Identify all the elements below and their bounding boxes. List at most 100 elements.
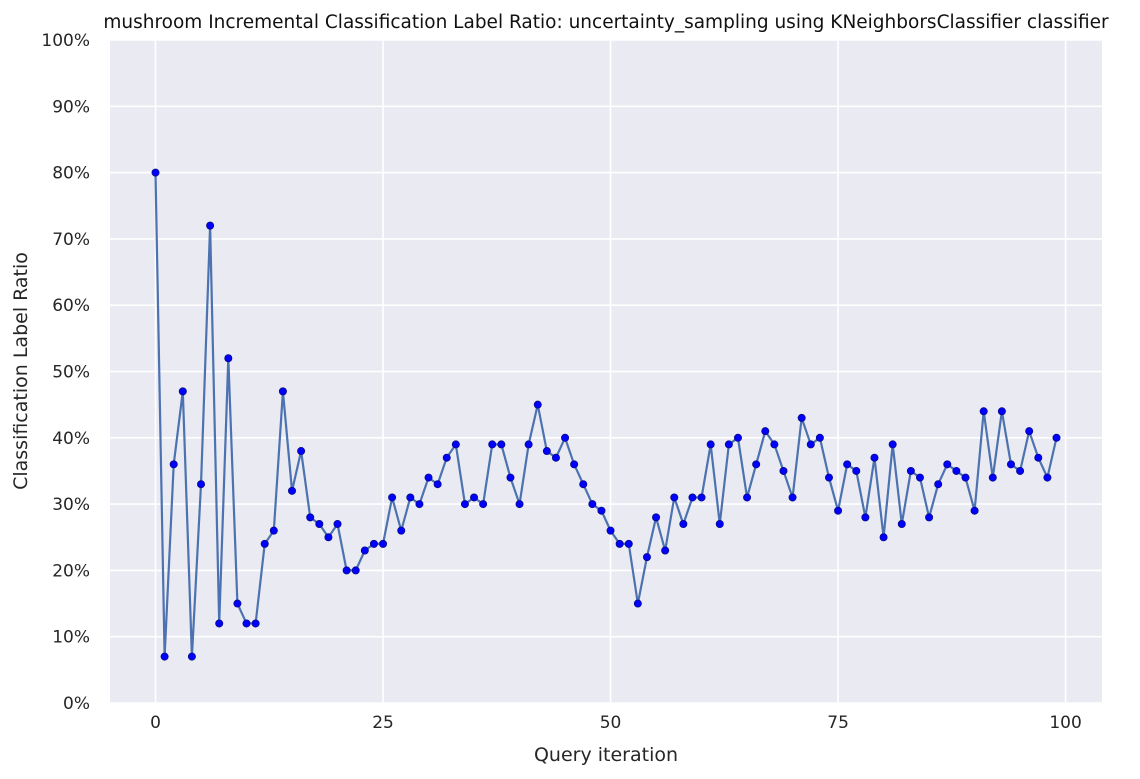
data-point: [460, 500, 469, 509]
data-point: [369, 539, 378, 548]
data-point: [961, 473, 970, 482]
data-point: [852, 466, 861, 475]
data-point: [506, 473, 515, 482]
data-point: [997, 407, 1006, 416]
data-point: [342, 566, 351, 575]
data-point: [743, 493, 752, 502]
data-point: [897, 519, 906, 528]
data-point: [752, 460, 761, 469]
data-point: [1016, 466, 1025, 475]
data-point: [561, 433, 570, 442]
x-tick-label: 50: [600, 713, 622, 733]
data-point: [642, 553, 651, 562]
data-point: [597, 506, 606, 515]
x-tick-labels: 0 25 50 75 100: [150, 713, 1082, 733]
y-tick-labels: 0% 10% 20% 30% 40% 50% 60% 70% 80% 90% 100%: [41, 31, 90, 714]
data-point: [360, 546, 369, 555]
data-point: [215, 619, 224, 628]
data-point: [488, 440, 497, 449]
data-point: [834, 506, 843, 515]
data-point: [1052, 433, 1061, 442]
y-tick-label: 0%: [63, 694, 90, 714]
data-point: [397, 526, 406, 535]
y-tick-label: 40%: [52, 429, 90, 449]
data-point: [551, 453, 560, 462]
data-point: [315, 519, 324, 528]
data-point: [269, 526, 278, 535]
data-point: [533, 400, 542, 409]
data-point: [233, 599, 242, 608]
data-point: [297, 447, 306, 456]
data-point: [570, 460, 579, 469]
data-point: [988, 473, 997, 482]
data-point: [524, 440, 533, 449]
x-tick-label: 100: [1049, 713, 1081, 733]
data-point: [451, 440, 460, 449]
data-point: [870, 453, 879, 462]
data-point: [697, 493, 706, 502]
data-point: [379, 539, 388, 548]
y-axis-title: Classification Label Ratio: [10, 252, 32, 490]
data-point: [824, 473, 833, 482]
data-point: [178, 387, 187, 396]
x-axis-title: Query iteration: [534, 744, 678, 766]
x-tick-label: 0: [150, 713, 161, 733]
data-point: [715, 519, 724, 528]
data-point: [879, 533, 888, 542]
data-point: [943, 460, 952, 469]
data-point: [888, 440, 897, 449]
y-tick-label: 70%: [52, 230, 90, 250]
data-point: [169, 460, 178, 469]
data-point: [324, 533, 333, 542]
data-point: [497, 440, 506, 449]
series-line: [154, 172, 1058, 658]
data-point: [952, 466, 961, 475]
data-point: [733, 433, 742, 442]
y-tick-label: 30%: [52, 495, 90, 515]
data-point: [160, 652, 169, 661]
data-point: [770, 440, 779, 449]
y-tick-label: 60%: [52, 296, 90, 316]
data-point: [1034, 453, 1043, 462]
data-point: [479, 500, 488, 509]
x-tick-label: 25: [372, 713, 394, 733]
data-point: [442, 453, 451, 462]
y-tick-label: 50%: [52, 363, 90, 383]
data-point: [934, 480, 943, 489]
data-point: [579, 480, 588, 489]
data-point: [187, 652, 196, 661]
data-point: [788, 493, 797, 502]
data-point: [606, 526, 615, 535]
y-tick-label: 90%: [52, 97, 90, 117]
data-point: [906, 466, 915, 475]
data-point: [806, 440, 815, 449]
data-point: [1043, 473, 1052, 482]
data-point: [1006, 460, 1015, 469]
data-point: [679, 519, 688, 528]
data-point: [779, 466, 788, 475]
data-point: [470, 493, 479, 502]
data-point: [797, 413, 806, 422]
data-point: [652, 513, 661, 522]
y-tick-label: 20%: [52, 561, 90, 581]
data-point: [388, 493, 397, 502]
data-point: [242, 619, 251, 628]
data-point: [206, 221, 215, 230]
data-point: [633, 599, 642, 608]
y-tick-label: 100%: [41, 31, 90, 51]
data-point: [915, 473, 924, 482]
data-point: [688, 493, 697, 502]
data-point: [515, 500, 524, 509]
data-point: [251, 619, 260, 628]
data-point: [415, 500, 424, 509]
data-point: [624, 539, 633, 548]
data-point: [925, 513, 934, 522]
data-point: [197, 480, 206, 489]
data-point: [761, 427, 770, 436]
data-point: [615, 539, 624, 548]
data-point: [151, 168, 160, 177]
data-point: [970, 506, 979, 515]
data-point: [333, 519, 342, 528]
data-point: [661, 546, 670, 555]
data-point: [1025, 427, 1034, 436]
